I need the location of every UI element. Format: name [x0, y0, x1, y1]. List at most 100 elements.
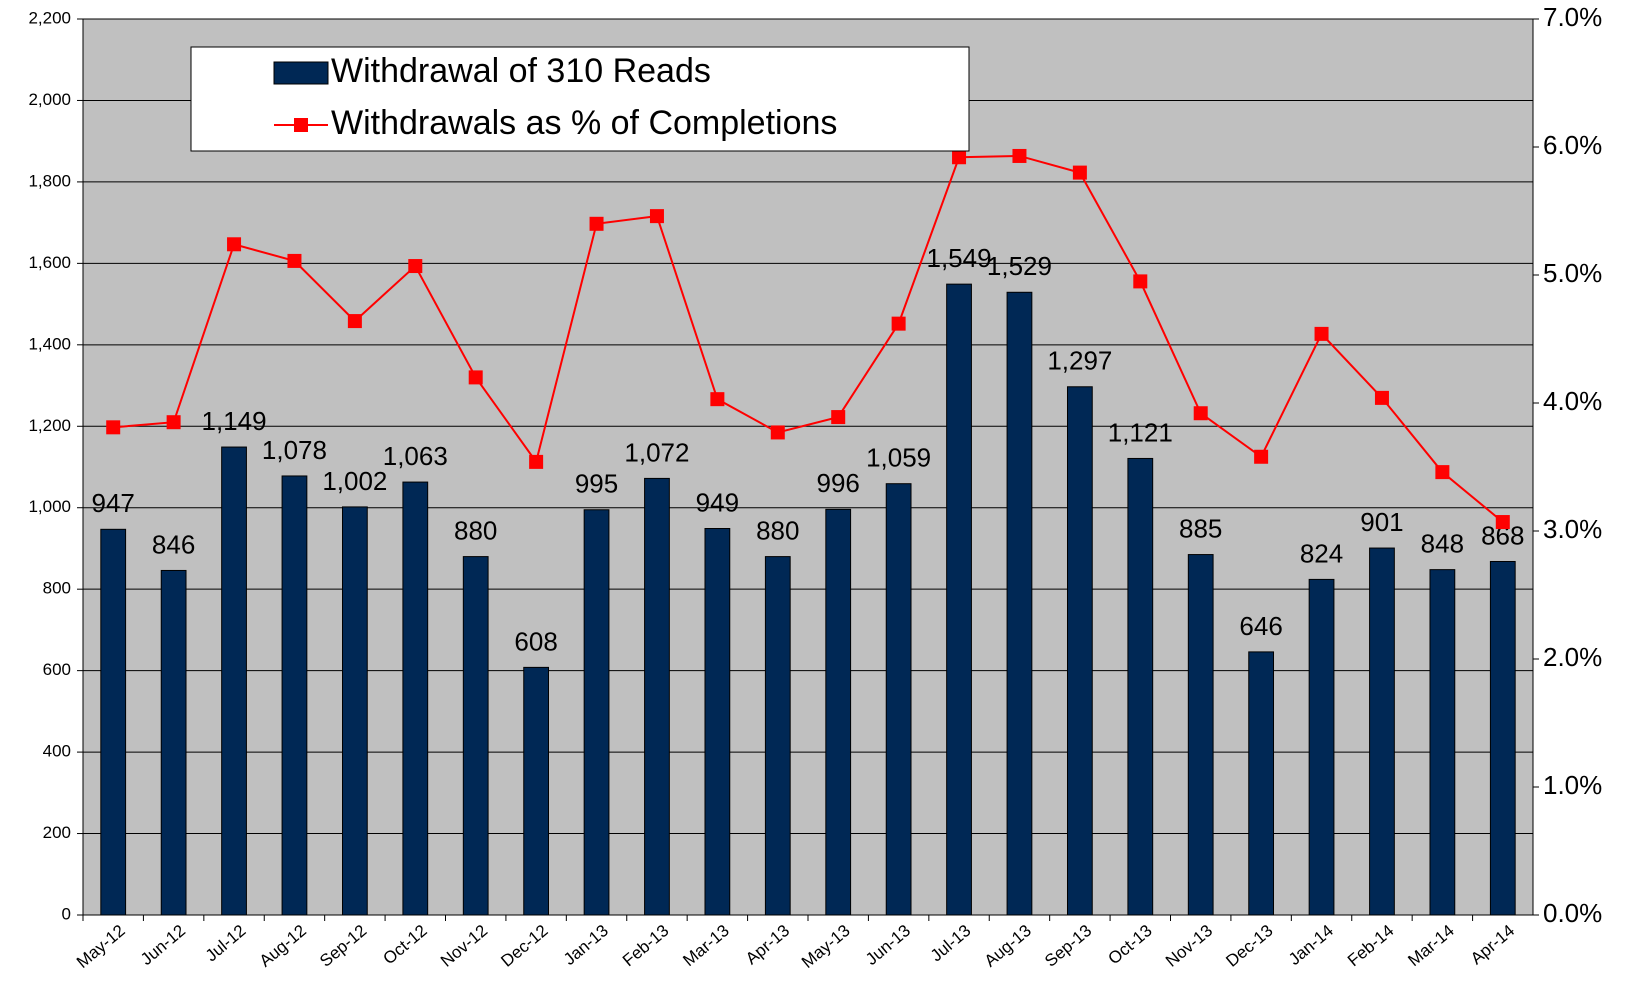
y-tick-label: 1,800 — [28, 171, 71, 190]
line-marker — [891, 316, 906, 331]
data-label: 880 — [454, 515, 497, 545]
x-tick-label: Dec-13 — [1222, 921, 1276, 971]
x-tick-label: May-12 — [73, 921, 129, 972]
bar — [281, 475, 308, 916]
bar — [160, 569, 187, 916]
bar — [583, 509, 610, 916]
y2-tick-label: 7.0% — [1543, 2, 1602, 32]
bar — [946, 283, 972, 916]
bar — [885, 483, 912, 916]
line-marker — [589, 216, 604, 231]
data-label: 1,149 — [202, 406, 267, 436]
x-tick-label: Jan-13 — [560, 921, 612, 969]
x-tick-label: Jul-13 — [927, 921, 975, 965]
bar — [523, 666, 550, 916]
x-tick-label: Nov-13 — [1162, 921, 1216, 971]
line-marker — [106, 420, 121, 435]
x-tick-label: Oct-13 — [1104, 921, 1155, 968]
y-tick-label: 400 — [43, 742, 71, 761]
line-marker — [347, 314, 362, 329]
x-tick-label: Jun-13 — [862, 921, 914, 969]
line-marker — [1072, 165, 1087, 180]
data-label: 848 — [1421, 529, 1464, 559]
data-label: 947 — [92, 488, 135, 518]
data-label: 1,078 — [262, 435, 327, 465]
x-tick-label: Mar-13 — [679, 921, 732, 970]
x-tick-label: May-13 — [798, 921, 854, 972]
line-marker — [468, 370, 483, 385]
data-label: 1,002 — [322, 466, 387, 496]
y-tick-label: 1,200 — [28, 416, 71, 435]
bar — [825, 508, 852, 916]
line-marker — [770, 425, 785, 440]
y-tick-label: 200 — [43, 823, 71, 842]
line-marker — [1435, 465, 1450, 480]
legend-label: Withdrawals as % of Completions — [331, 104, 837, 142]
bar — [341, 506, 368, 916]
x-tick-label: Oct-12 — [379, 921, 430, 968]
y-tick-label: 1,600 — [28, 253, 71, 272]
y2-tick-label: 3.0% — [1543, 514, 1602, 544]
line-marker — [1314, 326, 1329, 341]
legend-swatch — [273, 61, 329, 85]
data-label: 949 — [696, 487, 739, 517]
line-marker — [408, 259, 423, 274]
bar — [644, 477, 670, 916]
plot-area — [83, 19, 1533, 915]
y2-tick-label: 6.0% — [1543, 130, 1602, 160]
data-label: 1,072 — [624, 437, 689, 467]
x-tick-label: Feb-14 — [1344, 921, 1397, 970]
line-marker — [529, 454, 544, 469]
bar — [462, 556, 489, 916]
bar — [1006, 291, 1033, 916]
line-marker — [1133, 274, 1148, 289]
x-tick-label: Jul-12 — [202, 921, 250, 965]
line — [113, 154, 1504, 523]
bar — [1489, 560, 1516, 916]
data-label: 996 — [817, 468, 860, 498]
x-tick-label: Aug-13 — [981, 921, 1035, 971]
data-label: 824 — [1300, 538, 1343, 568]
y-tick-label: 1,400 — [28, 334, 71, 353]
x-tick-label: Sep-13 — [1041, 921, 1095, 971]
x-tick-label: Jan-14 — [1285, 921, 1337, 969]
bar — [704, 527, 731, 916]
y2-tick-label: 4.0% — [1543, 386, 1602, 416]
data-label: 846 — [152, 529, 195, 559]
bar — [1066, 386, 1093, 916]
bar — [1127, 457, 1154, 916]
y2-tick-label: 5.0% — [1543, 258, 1602, 288]
data-label: 1,297 — [1047, 346, 1112, 376]
data-label: 646 — [1239, 611, 1282, 641]
x-tick-label: Mar-14 — [1404, 921, 1457, 970]
x-tick-label: Aug-12 — [256, 921, 310, 971]
line-marker — [710, 392, 725, 407]
line-marker — [1495, 515, 1510, 530]
line-marker — [649, 209, 664, 224]
x-tick-label: Nov-12 — [437, 921, 491, 971]
y2-tick-label: 0.0% — [1543, 898, 1602, 928]
x-tick-label: Jun-12 — [137, 921, 189, 969]
bar — [1369, 547, 1395, 916]
x-tick-label: Sep-12 — [316, 921, 370, 971]
data-label: 608 — [514, 626, 557, 656]
y2-tick-label: 1.0% — [1543, 770, 1602, 800]
y-tick-label: 0 — [62, 904, 71, 923]
bar — [764, 556, 791, 916]
bar — [100, 528, 127, 916]
x-tick-label: Apr-13 — [742, 921, 793, 968]
y-tick-label: 2,000 — [28, 90, 71, 109]
x-tick-label: Apr-14 — [1467, 921, 1518, 968]
data-label: 1,549 — [927, 243, 992, 273]
line-marker — [1254, 449, 1269, 464]
bar — [1248, 651, 1275, 916]
line-marker — [287, 253, 302, 268]
bar — [221, 446, 247, 916]
data-label: 1,121 — [1108, 417, 1173, 447]
y-tick-label: 2,200 — [28, 8, 71, 27]
x-tick-label: Dec-12 — [497, 921, 551, 971]
bar — [1308, 578, 1335, 916]
legend-label: Withdrawal of 310 Reads — [331, 52, 711, 90]
y2-tick-label: 2.0% — [1543, 642, 1602, 672]
data-label: 885 — [1179, 513, 1222, 543]
